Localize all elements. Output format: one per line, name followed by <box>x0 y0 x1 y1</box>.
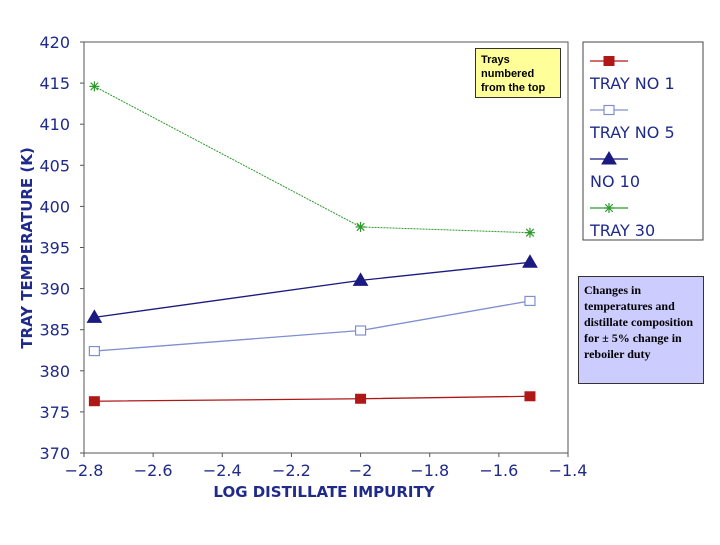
legend: TRAY NO 1 TRAY NO 5 NO 10 TRAY 30 <box>582 41 704 241</box>
y-tick-label: 415 <box>39 74 70 93</box>
x-tick-label: −1.8 <box>410 461 449 480</box>
y-tick-label: 420 <box>39 33 70 52</box>
x-tick-label: −2.2 <box>272 461 311 480</box>
legend-box <box>582 41 704 241</box>
series-layer <box>86 81 538 407</box>
data-point <box>86 309 103 323</box>
data-point <box>355 393 367 404</box>
data-point <box>524 295 536 307</box>
y-tick-label: 395 <box>39 239 70 258</box>
y-tick-label: 410 <box>39 115 70 134</box>
y-tick-label: 390 <box>39 280 70 299</box>
star-stroke <box>90 82 99 91</box>
star-stroke <box>356 222 365 232</box>
data-point <box>352 272 369 286</box>
data-point <box>89 81 100 92</box>
legend-marker <box>603 104 615 116</box>
x-tick-label: −2.8 <box>65 461 104 480</box>
star-stroke <box>604 203 614 213</box>
annotation-changes: Changes in temperatures and distillate c… <box>578 276 704 384</box>
y-tick-label: 400 <box>39 197 70 216</box>
y-tick-label: 405 <box>39 156 70 175</box>
x-tick-label: −2.4 <box>203 461 242 480</box>
x-tick-label: −2 <box>349 461 373 480</box>
annotation-trays-numbered: Trays numbered from the top <box>475 48 561 98</box>
legend-label: TRAY NO 1 <box>589 74 675 93</box>
x-tick-label: −1.4 <box>549 461 588 480</box>
legend-marker <box>601 151 617 165</box>
y-tick-label: 370 <box>39 444 70 463</box>
data-point <box>524 391 536 402</box>
legend-marker <box>604 203 614 213</box>
data-point <box>355 221 366 232</box>
x-axis-title: LOG DISTILLATE IMPURITY <box>213 483 435 501</box>
y-tick-label: 375 <box>39 403 70 422</box>
legend-label: NO 10 <box>590 172 640 191</box>
data-point <box>88 345 100 357</box>
legend-label: TRAY 30 <box>589 221 655 240</box>
legend-marker <box>603 56 615 66</box>
y-tick-label: 385 <box>39 321 70 340</box>
axes: LOG DISTILLATE IMPURITY TRAY TEMPERATURE… <box>18 33 587 501</box>
x-tick-label: −1.6 <box>479 461 518 480</box>
legend-label: TRAY NO 5 <box>589 123 675 142</box>
data-point <box>522 254 538 268</box>
y-tick-label: 380 <box>39 362 70 381</box>
data-point <box>524 227 535 238</box>
star-stroke <box>525 228 535 237</box>
data-point <box>354 325 367 336</box>
y-axis-title: TRAY TEMPERATURE (K) <box>18 147 36 348</box>
plot-area <box>83 41 569 454</box>
data-point <box>88 396 100 407</box>
x-tick-label: −2.6 <box>134 461 173 480</box>
plot-frame <box>83 41 569 454</box>
